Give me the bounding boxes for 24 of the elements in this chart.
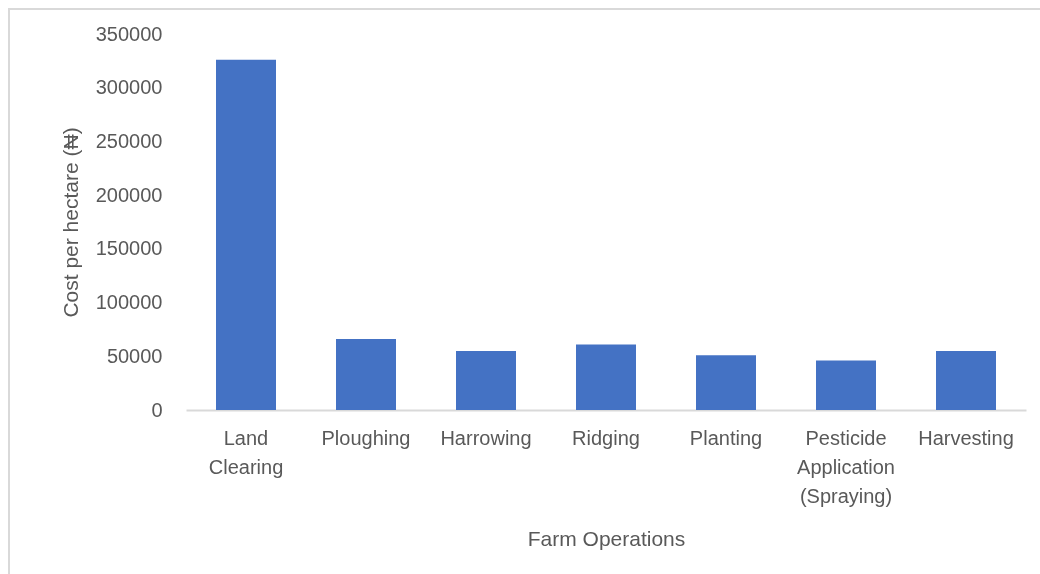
y-tick-label: 250000 [95,129,163,152]
y-axis-title: Cost per hectare (₦) [58,127,82,318]
y-tick-label: 0 [151,398,163,421]
y-tick-label: 300000 [95,76,163,99]
x-tick-label: Harrowing [440,426,532,449]
x-tick-label: Planting [689,426,763,449]
y-tick-label: 100000 [95,291,163,314]
y-tick-label: 150000 [95,237,163,260]
bar [456,350,516,410]
bar [816,360,876,410]
bar [216,59,276,410]
y-tick-label: 50000 [106,344,163,367]
bar [696,355,756,410]
bar [336,339,396,410]
x-tick-label: Ridging [572,426,640,449]
x-tick-label: Ploughing [321,426,411,449]
x-tick-label: Land Clearing [208,426,284,478]
x-axis-title: Farm Operations [527,526,686,550]
bar [576,344,636,410]
x-tick-label: Harvesting [918,426,1014,449]
y-tick-label: 200000 [95,183,163,206]
bar [936,350,996,410]
x-tick-label: Pesticide Application (Spraying) [797,426,895,507]
y-tick-label: 350000 [95,22,163,45]
